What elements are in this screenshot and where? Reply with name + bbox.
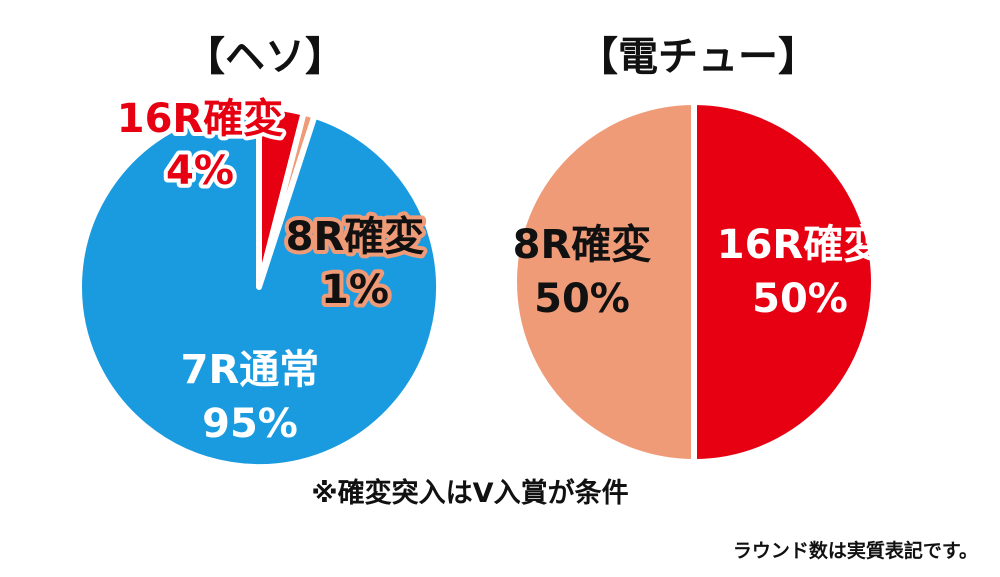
- condition-note: ※確変突入はV入賞が条件: [311, 477, 628, 509]
- heso-slice-value-8r: 1%: [321, 267, 389, 313]
- heso-slice-label-7r: 7R通常: [181, 347, 320, 393]
- heso-slice-value-16r: 4%: [166, 148, 234, 194]
- denchu-pie: [511, 99, 877, 465]
- denchu-slice-8r: [511, 99, 697, 465]
- heso-slice-value-7r: 95%: [202, 401, 298, 447]
- denchu-slice-label-8r: 8R確変: [513, 222, 652, 268]
- heso-slice-label-8r: 8R確変: [286, 214, 425, 260]
- denchu-slice-label-16r: 16R確変: [717, 222, 883, 268]
- heso-pie: [76, 104, 442, 470]
- round-footnote: ラウンド数は実質表記です。: [733, 539, 978, 562]
- denchu-title: 【電チュー】: [578, 34, 818, 80]
- denchu-slice-value-16r: 50%: [752, 276, 848, 322]
- heso-slice-label-16r: 16R確変: [117, 96, 283, 142]
- heso-title: 【ヘソ】: [185, 34, 345, 80]
- denchu-slice-16r: [691, 99, 877, 465]
- heso-slice-7r: [76, 104, 442, 470]
- denchu-slice-value-8r: 50%: [534, 276, 630, 322]
